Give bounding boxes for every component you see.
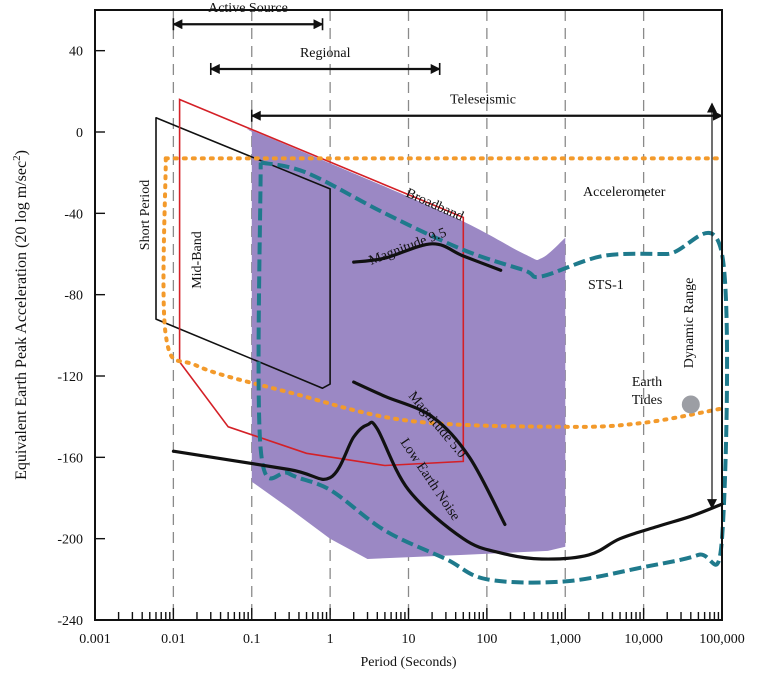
dynamic-range-label: Dynamic Range [682, 278, 697, 369]
accelerometer-label: Accelerometer [583, 185, 666, 200]
y-tick-label: 0 [76, 126, 83, 141]
sts1-curve [256, 160, 730, 585]
accelerometer-lower-curve [161, 156, 724, 429]
y-tick-label: -240 [57, 614, 83, 629]
y-tick-label: 40 [69, 45, 83, 60]
regional-label: Regional [300, 46, 351, 61]
short-period-curve [155, 117, 331, 389]
x-tick-label: 100,000 [699, 632, 745, 647]
x-tick-label: 1 [327, 632, 334, 647]
y-tick-label: -80 [64, 289, 83, 304]
x-tick-label: 1,000 [550, 632, 582, 647]
x-tick-label: 10,000 [624, 632, 663, 647]
mid-band-curve [178, 98, 465, 467]
y-tick-label: -120 [57, 370, 83, 385]
x-tick-label: 10 [402, 632, 416, 647]
earth-tides-point [681, 395, 700, 414]
earth-tides-label-2: Tides [632, 393, 663, 408]
y-tick-label: -200 [57, 533, 83, 548]
x-tick-label: 0.01 [161, 632, 186, 647]
short-period-label: Short Period [138, 180, 153, 250]
y-tick-label: -160 [57, 451, 83, 466]
x-tick-label: 0.1 [243, 632, 261, 647]
x-axis-title: Period (Seconds) [360, 655, 456, 670]
y-tick-label: -40 [64, 207, 83, 222]
mid-band-label: Mid-Band [190, 231, 205, 289]
broadband-area [247, 128, 566, 559]
teleseismic-label: Teleseismic [450, 93, 516, 108]
y-axis-title: Equivalent Earth Peak Acceleration (20 l… [11, 150, 30, 480]
magnitude-95-curve [352, 242, 503, 272]
magnitude-50-curve [352, 380, 507, 526]
earth-tides-label: Earth [632, 375, 662, 390]
sts1-label: STS-1 [588, 278, 624, 293]
low-earth-noise-curve [171, 420, 724, 561]
x-tick-label: 100 [476, 632, 497, 647]
active-source-label: Active Source [208, 1, 288, 16]
x-tick-label: 0.001 [79, 632, 111, 647]
